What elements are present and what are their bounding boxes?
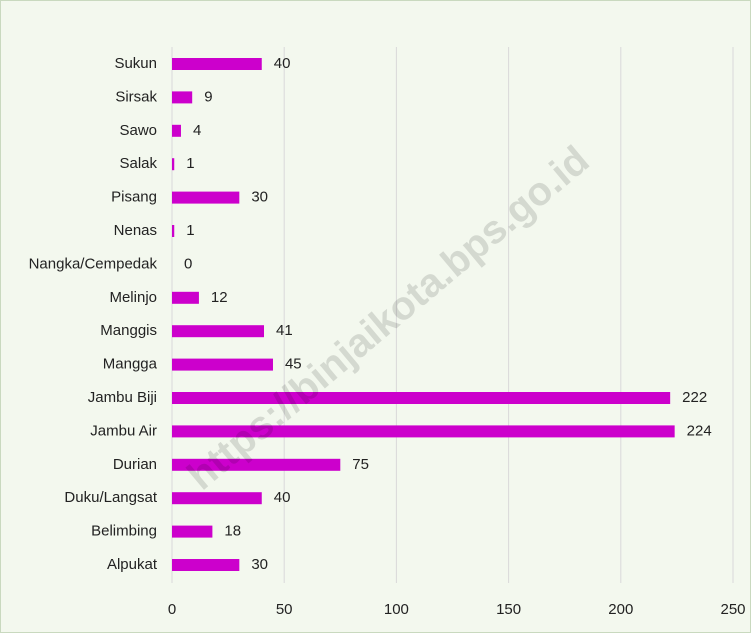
y-tick-label: Duku/Langsat xyxy=(64,489,157,506)
y-tick-label: Nenas xyxy=(114,222,157,239)
y-tick-label: Melinjo xyxy=(109,289,157,306)
data-label: 45 xyxy=(285,356,302,373)
x-tick-label: 250 xyxy=(720,601,745,618)
bar xyxy=(172,91,193,104)
bar xyxy=(172,291,199,304)
bar xyxy=(172,559,240,571)
data-label: 75 xyxy=(352,456,369,473)
bar xyxy=(172,225,175,237)
x-tick-label: 200 xyxy=(608,601,633,618)
data-label: 41 xyxy=(276,322,293,339)
bar xyxy=(172,425,675,438)
y-tick-label: Sirsak xyxy=(115,88,157,105)
data-label: 4 xyxy=(193,122,201,139)
y-tick-label: Nangka/Cempedak xyxy=(29,255,158,272)
data-label: 40 xyxy=(274,489,291,506)
x-tick-label: 150 xyxy=(496,601,521,618)
y-tick-label: Mangga xyxy=(103,356,158,373)
data-label: 1 xyxy=(186,222,194,239)
y-tick-label: Salak xyxy=(119,155,157,172)
y-tick-label: Jambu Air xyxy=(90,422,157,439)
bar xyxy=(172,525,213,538)
data-label: 9 xyxy=(204,88,212,105)
data-label: 30 xyxy=(251,556,268,573)
bar xyxy=(172,158,175,171)
bar xyxy=(172,124,181,137)
y-tick-label: Sawo xyxy=(119,122,157,139)
data-label: 30 xyxy=(251,189,268,206)
data-label: 1 xyxy=(186,155,194,172)
bar xyxy=(172,358,273,371)
x-tick-label: 0 xyxy=(168,601,176,618)
bar xyxy=(172,325,265,338)
data-label: 12 xyxy=(211,289,228,306)
y-tick-label: Alpukat xyxy=(107,556,158,573)
bar xyxy=(172,191,240,204)
x-tick-label: 100 xyxy=(384,601,409,618)
bar xyxy=(172,458,341,471)
y-tick-label: Belimbing xyxy=(91,523,157,540)
y-tick-label: Manggis xyxy=(100,322,157,339)
y-tick-label: Sukun xyxy=(114,55,157,72)
x-tick-label: 50 xyxy=(276,601,293,618)
y-tick-label: Jambu Biji xyxy=(88,389,157,406)
bar xyxy=(172,58,262,70)
data-label: 224 xyxy=(687,422,712,439)
y-tick-label: Durian xyxy=(113,456,157,473)
data-label: 18 xyxy=(224,523,241,540)
data-label: 0 xyxy=(184,255,192,272)
data-label: 222 xyxy=(682,389,707,406)
bar xyxy=(172,392,671,404)
y-tick-label: Pisang xyxy=(111,189,157,206)
data-label: 40 xyxy=(274,55,291,72)
bar xyxy=(172,492,262,505)
